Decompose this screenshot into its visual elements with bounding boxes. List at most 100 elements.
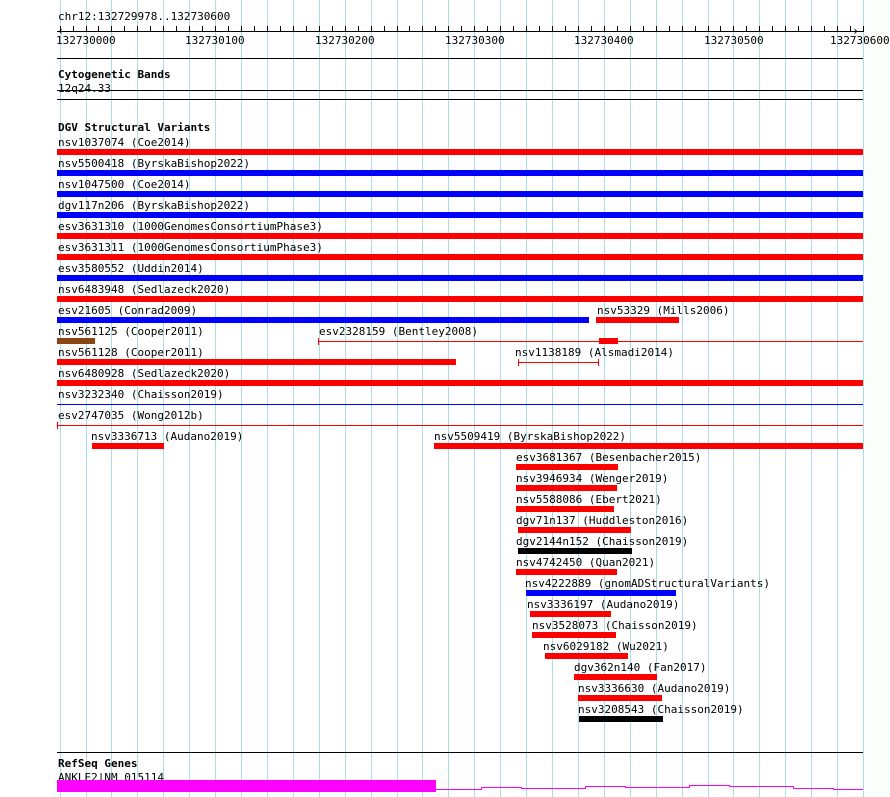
variant-thin-line[interactable]: [57, 404, 863, 405]
variant-end-cap: [598, 359, 599, 366]
variant-label[interactable]: nsv3232340 (Chaisson2019): [58, 388, 224, 401]
variant-label[interactable]: nsv6483948 (Sedlazeck2020): [58, 283, 231, 296]
variant-label[interactable]: nsv3528073 (Chaisson2019): [532, 619, 698, 632]
ruler-tick-label: 132730400: [574, 34, 634, 47]
variant-label[interactable]: nsv3336197 (Audano2019): [527, 598, 680, 611]
variant-bar[interactable]: [57, 254, 863, 260]
variant-label[interactable]: nsv3946934 (Wenger2019): [516, 472, 669, 485]
ruler-tick: [500, 26, 501, 32]
gridline: [837, 0, 838, 797]
variant-thin-line[interactable]: [518, 362, 598, 363]
variant-label[interactable]: nsv5588086 (Ebert2021): [516, 493, 662, 506]
variant-bar[interactable]: [579, 716, 663, 722]
variant-label[interactable]: dgv362n140 (Fan2017): [574, 661, 707, 674]
variant-bar[interactable]: [599, 338, 618, 344]
variant-label[interactable]: nsv5509419 (ByrskaBishop2022): [434, 430, 627, 443]
ruler-tick: [163, 26, 164, 32]
variant-bar[interactable]: [57, 317, 589, 323]
variant-label[interactable]: nsv561125 (Cooper2011): [58, 325, 204, 338]
ruler-tick: [280, 26, 281, 32]
variant-label[interactable]: esv2328159 (Bentley2008): [319, 325, 478, 338]
variant-label[interactable]: nsv4742450 (Quan2021): [516, 556, 656, 569]
gridline: [682, 0, 683, 797]
variant-bar[interactable]: [516, 506, 614, 512]
ruler-tick: [643, 26, 644, 32]
ruler-tick: [422, 26, 423, 32]
variant-bar[interactable]: [57, 275, 863, 281]
variant-label[interactable]: dgv2144n152 (Chaisson2019): [516, 535, 689, 548]
variant-label[interactable]: nsv4222889 (gnomADStructuralVariants): [525, 577, 771, 590]
ruler-tick: [384, 26, 385, 32]
variant-label[interactable]: nsv1138189 (Alsmadi2014): [515, 346, 674, 359]
ruler-tick-label: 132730500: [704, 34, 764, 47]
ruler-tick: [526, 26, 527, 32]
variant-bar[interactable]: [92, 443, 164, 449]
ruler-tick: [682, 26, 683, 32]
variant-bar[interactable]: [57, 191, 863, 197]
variant-bar[interactable]: [57, 296, 863, 302]
gridline: [371, 0, 372, 797]
ruler-tick: [397, 26, 398, 32]
variant-bar[interactable]: [516, 464, 618, 470]
ruler-tick: [124, 26, 125, 32]
ruler-tick: [306, 26, 307, 32]
variant-bar[interactable]: [57, 170, 863, 176]
variant-label[interactable]: esv3580552 (Uddin2014): [58, 262, 204, 275]
variant-bar[interactable]: [516, 485, 617, 491]
section-title-refseq: RefSeq Genes: [58, 757, 138, 770]
refseq-intron-segment: [585, 786, 625, 787]
variant-label[interactable]: esv21605 (Conrad2009): [58, 304, 198, 317]
variant-label[interactable]: nsv1037074 (Coe2014): [58, 136, 191, 149]
variant-label[interactable]: nsv1047500 (Coe2014): [58, 178, 191, 191]
refseq-intron-segment: [833, 789, 863, 790]
ruler-tick: [837, 26, 838, 32]
variant-label[interactable]: esv3631310 (1000GenomesConsortiumPhase3): [58, 220, 323, 233]
ruler-tick: [267, 26, 268, 32]
refseq-intron-segment: [689, 785, 729, 786]
ruler-right-arrow: ›: [852, 24, 860, 38]
variant-bar[interactable]: [57, 212, 863, 218]
variant-label[interactable]: nsv53329 (Mills2006): [597, 304, 730, 317]
variant-bar[interactable]: [596, 317, 679, 323]
variant-label[interactable]: nsv561128 (Cooper2011): [58, 346, 204, 359]
variant-label[interactable]: dgv71n137 (Huddleston2016): [516, 514, 689, 527]
variant-label[interactable]: nsv3336713 (Audano2019): [91, 430, 244, 443]
variant-bar[interactable]: [57, 380, 863, 386]
ruler-tick: [565, 26, 566, 32]
variant-bar[interactable]: [532, 632, 616, 638]
ruler-tick: [176, 26, 177, 32]
ruler-tick: [669, 26, 670, 32]
variant-label[interactable]: nsv5500418 (ByrskaBishop2022): [58, 157, 251, 170]
variant-thin-line[interactable]: [57, 425, 863, 426]
variant-bar[interactable]: [57, 149, 863, 155]
refseq-exon[interactable]: [57, 780, 436, 792]
variant-bar[interactable]: [516, 569, 617, 575]
variant-bar[interactable]: [574, 674, 657, 680]
variant-label[interactable]: esv2747035 (Wong2012b): [58, 409, 204, 422]
variant-bar[interactable]: [518, 548, 632, 554]
cytogenetic-rule-bottom: [57, 99, 863, 100]
variant-bar[interactable]: [545, 653, 628, 659]
variant-label[interactable]: nsv6029182 (Wu2021): [543, 640, 669, 653]
variant-label[interactable]: nsv3336630 (Audano2019): [578, 682, 731, 695]
ruler-tick: [604, 26, 605, 32]
variant-label[interactable]: nsv3208543 (Chaisson2019): [578, 703, 744, 716]
variant-bar[interactable]: [57, 359, 456, 365]
variant-bar[interactable]: [434, 443, 863, 449]
variant-bar[interactable]: [578, 695, 662, 701]
refseq-strand-arrow: [585, 786, 586, 789]
ruler-tick: [746, 26, 747, 32]
variant-end-cap: [57, 422, 58, 429]
variant-label[interactable]: esv3681367 (Besenbacher2015): [516, 451, 702, 464]
variant-label[interactable]: dgv117n206 (ByrskaBishop2022): [58, 199, 251, 212]
variant-bar[interactable]: [526, 590, 676, 596]
variant-bar[interactable]: [57, 233, 863, 239]
variant-bar[interactable]: [530, 611, 611, 617]
ruler-tick: [798, 26, 799, 32]
ruler-tick: [708, 26, 709, 32]
variant-bar[interactable]: [57, 338, 95, 344]
variant-label[interactable]: esv3631311 (1000GenomesConsortiumPhase3): [58, 241, 323, 254]
variant-label[interactable]: nsv6480928 (Sedlazeck2020): [58, 367, 231, 380]
variant-bar[interactable]: [518, 527, 631, 533]
variant-thin-line[interactable]: [318, 341, 863, 342]
